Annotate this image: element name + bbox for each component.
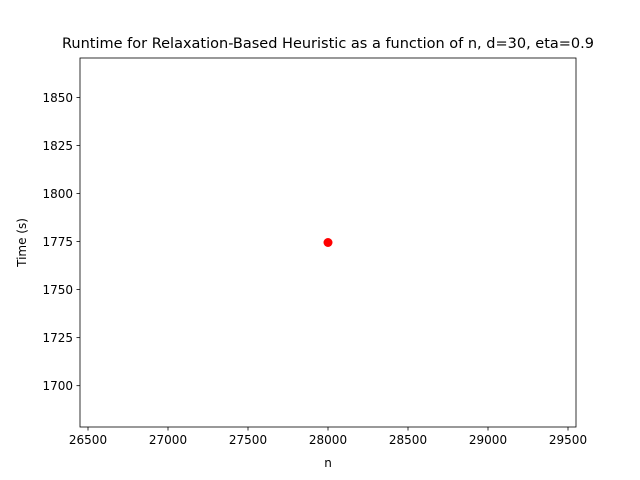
chart-title: Runtime for Relaxation-Based Heuristic a… <box>62 36 594 52</box>
x-axis-label: n <box>324 456 332 470</box>
data-points <box>323 238 333 247</box>
y-tick-label: 1750 <box>42 283 73 297</box>
x-tick-label: 28500 <box>389 433 427 447</box>
y-tick-label: 1725 <box>42 331 73 345</box>
y-tick-label: 1825 <box>42 139 73 153</box>
y-tick-label: 1700 <box>42 379 73 393</box>
y-axis-ticks: 1700 1725 1750 1775 1800 1825 1850 <box>42 91 80 393</box>
y-tick-label: 1850 <box>42 91 73 105</box>
x-tick-label: 29000 <box>469 433 507 447</box>
x-tick-label: 27000 <box>149 433 187 447</box>
x-tick-label: 27500 <box>229 433 267 447</box>
y-tick-label: 1800 <box>42 187 73 201</box>
x-tick-label: 29500 <box>549 433 587 447</box>
y-axis-label: Time (s) <box>15 218 29 268</box>
y-tick-label: 1775 <box>42 235 73 249</box>
x-tick-label: 26500 <box>69 433 107 447</box>
data-point <box>323 238 333 247</box>
x-tick-label: 28000 <box>309 433 347 447</box>
x-axis-ticks: 26500 27000 27500 28000 28500 29000 29500 <box>69 427 587 447</box>
